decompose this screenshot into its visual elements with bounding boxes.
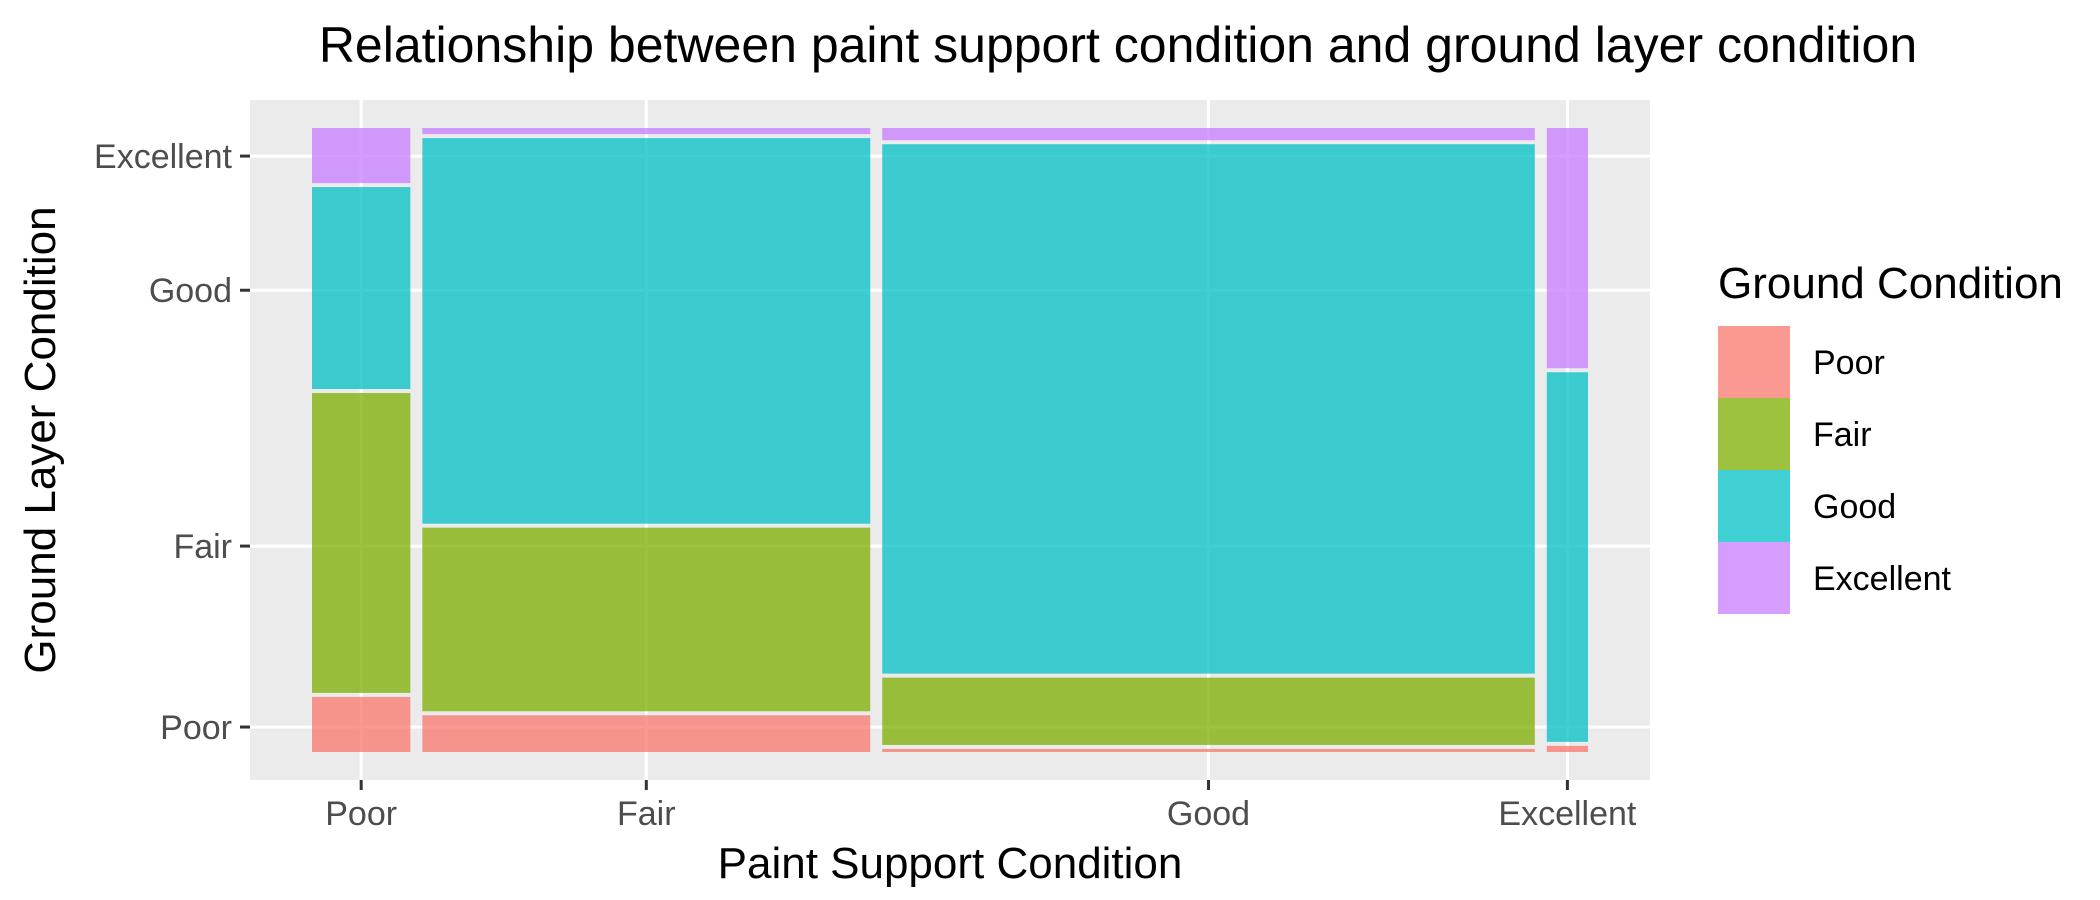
legend-label-excellent: Excellent	[1813, 560, 1952, 598]
legend-items: Poor Fair Good Excellent	[1718, 326, 1952, 614]
y-tick-label-excellent: Excellent	[94, 138, 233, 176]
legend-key-poor	[1718, 326, 1790, 398]
tile-excellent-excellent	[1546, 128, 1588, 369]
tile-good-fair	[882, 677, 1535, 745]
tile-poor-good	[312, 187, 411, 390]
x-axis-title: Paint Support Condition	[718, 839, 1183, 888]
y-tick-label-good: Good	[149, 272, 232, 310]
chart-title: Relationship between paint support condi…	[319, 17, 1917, 73]
legend: Ground Condition Poor Fair Good Excellent	[1718, 259, 2063, 614]
tile-fair-poor	[422, 715, 871, 752]
tile-good-poor	[882, 748, 1535, 752]
tile-fair-excellent	[422, 128, 871, 135]
tile-poor-poor	[312, 696, 411, 752]
x-tick-label-good: Good	[1167, 795, 1250, 833]
legend-title: Ground Condition	[1718, 259, 2063, 308]
x-tick-label-poor: Poor	[325, 795, 397, 833]
legend-key-fair	[1718, 398, 1790, 470]
x-axis: Poor Fair Good Excellent	[325, 780, 1637, 833]
y-axis: Poor Fair Good Excellent	[94, 138, 250, 747]
x-tick-label-excellent: Excellent	[1498, 795, 1637, 833]
tile-poor-excellent	[312, 128, 411, 184]
legend-label-poor: Poor	[1813, 344, 1885, 382]
legend-label-fair: Fair	[1813, 416, 1872, 454]
tile-fair-good	[422, 138, 871, 524]
tile-fair-fair	[422, 527, 871, 712]
y-tick-label-poor: Poor	[160, 709, 232, 747]
y-tick-label-fair: Fair	[173, 528, 232, 566]
tile-good-excellent	[882, 128, 1535, 141]
legend-key-excellent	[1718, 542, 1790, 614]
tile-excellent-good	[1546, 372, 1588, 742]
tile-good-good	[882, 144, 1535, 674]
tile-excellent-poor	[1546, 745, 1588, 752]
tile-poor-fair	[312, 393, 411, 693]
mosaic-tiles	[312, 128, 1588, 752]
y-axis-title: Ground Layer Condition	[16, 206, 65, 673]
legend-label-good: Good	[1813, 488, 1896, 526]
x-tick-label-fair: Fair	[617, 795, 676, 833]
legend-key-good	[1718, 470, 1790, 542]
